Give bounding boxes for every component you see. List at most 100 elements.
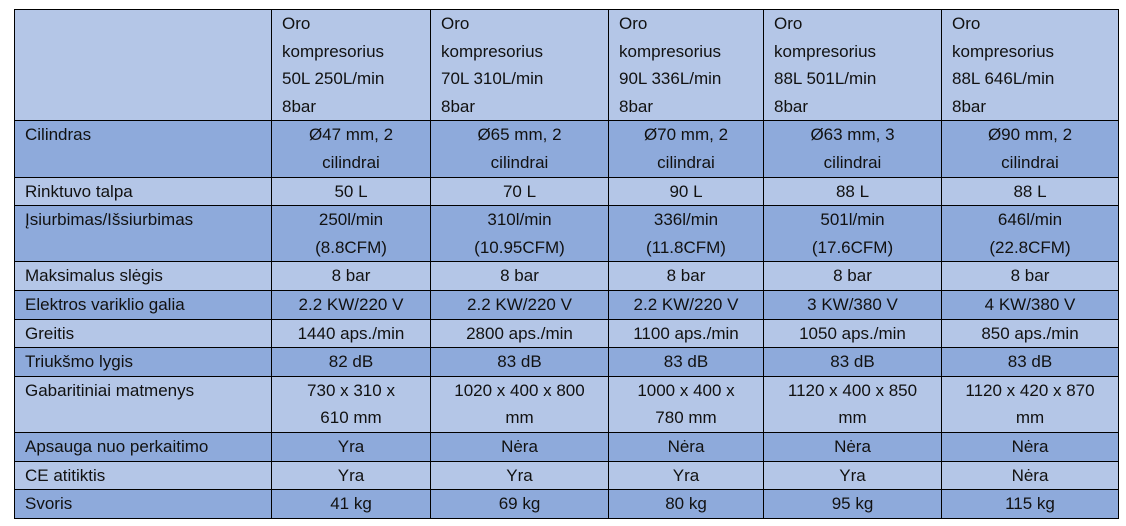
cell: 83 dB (763, 347, 942, 377)
cell: 70 L (430, 176, 609, 207)
cell-line: kompresorius (952, 41, 1055, 61)
row-label: Cilindras (14, 120, 272, 178)
cell: 1440 aps./min (271, 318, 431, 349)
cell: 8 bar (941, 261, 1119, 291)
cell: 50 L (271, 176, 431, 207)
cell: 2.2 KW/220 V (271, 289, 431, 320)
cell-line: (8.8CFM) (315, 237, 387, 257)
cell: Oro kompresorius 90L 336L/min 8bar (608, 8, 764, 122)
cell-line: cilindrai (490, 152, 549, 172)
row-label: Triukšmo lygis (14, 347, 272, 377)
cell-line: 780 mm (655, 408, 717, 428)
cell-line: mm (505, 408, 534, 428)
cell-line: Ø90 mm, 2 (987, 125, 1073, 145)
cell: 80 kg (608, 489, 764, 519)
table-row: Greitis 1440 aps./min 2800 aps./min 1100 ap… (14, 318, 1119, 349)
cell: Nėra (763, 431, 942, 462)
cell: 1000 x 400 x 780 mm (608, 375, 764, 433)
row-label: Rinktuvo talpa (14, 176, 272, 207)
cell: 8 bar (430, 261, 609, 291)
cell-line: Ø47 mm, 2 (308, 125, 394, 145)
cell: 8 bar (271, 261, 431, 291)
cell-line: mm (1015, 408, 1045, 428)
cell-line: 8bar (619, 96, 654, 116)
cell-line: mm (838, 408, 867, 428)
cell-line: 70L 310L/min (441, 69, 544, 89)
cell: 1050 aps./min (763, 318, 942, 349)
row-label: CE atitiktis (14, 460, 272, 491)
row-label: Apsauga nuo perkaitimo (14, 431, 272, 462)
cell: Ø90 mm, 2 cilindrai (941, 120, 1119, 178)
cell-line: 730 x 310 x (307, 380, 395, 400)
table-row: Triukšmo lygis 82 dB 83 dB 83 dB 83 dB 83 dB (14, 347, 1119, 377)
cell-line: 50L 250L/min (282, 69, 385, 89)
cell: 1100 aps./min (608, 318, 764, 349)
cell-line: kompresorius (441, 41, 544, 61)
cell: 501l/min (17.6CFM) (763, 205, 942, 263)
header-row: Oro kompresorius 50L 250L/min 8bar Oro kompre… (14, 8, 1119, 122)
cell: 646l/min (22.8CFM) (941, 205, 1119, 263)
cell: 3 KW/380 V (763, 289, 942, 320)
row-label: Įsiurbimas/Išsiurbimas (14, 205, 272, 263)
cell: 83 dB (941, 347, 1119, 377)
cell: Ø70 mm, 2 cilindrai (608, 120, 764, 178)
cell-line: (10.95CFM) (474, 237, 565, 257)
cell-line: Oro (282, 14, 311, 33)
cell-line: cilindrai (657, 152, 715, 172)
row-label: Gabaritiniai matmenys (14, 375, 272, 433)
cell: Nėra (941, 460, 1119, 491)
cell-line: 1120 x 420 x 870 (965, 380, 1095, 400)
cell: 730 x 310 x 610 mm (271, 375, 431, 433)
cell-line: (17.6CFM) (811, 237, 894, 257)
cell: Nėra (608, 431, 764, 462)
cell-line: 310l/min (487, 210, 552, 230)
cell: 83 dB (430, 347, 609, 377)
cell-line: (22.8CFM) (989, 237, 1071, 257)
cell: Oro kompresorius 88L 646L/min 8bar (941, 8, 1119, 122)
cell: 310l/min (10.95CFM) (430, 205, 609, 263)
cell: Yra (763, 460, 942, 491)
cell: 88 L (941, 176, 1119, 207)
cell: 4 KW/380 V (941, 289, 1119, 320)
cell-line: (11.8CFM) (646, 237, 726, 257)
row-label: Svoris (14, 489, 272, 519)
cell-line: cilindrai (1001, 152, 1059, 172)
row-label: Elektros variklio galia (14, 289, 272, 320)
cell: 1020 x 400 x 800 mm (430, 375, 609, 433)
cell: 8 bar (763, 261, 942, 291)
cell-line: cilindrai (322, 152, 380, 172)
spec-table-container: Oro kompresorius 50L 250L/min 8bar Oro kompre… (14, 8, 1119, 519)
cell: Yra (608, 460, 764, 491)
table-row: CE atitiktis Yra Yra Yra Yra Nėra (14, 460, 1119, 491)
cell-line: kompresorius (774, 41, 877, 61)
cell-line: 610 mm (320, 408, 382, 428)
cell: Oro kompresorius 88L 501L/min 8bar (763, 8, 942, 122)
cell: 250l/min (8.8CFM) (271, 205, 431, 263)
cell-line: Oro (441, 14, 470, 33)
cell: 2.2 KW/220 V (430, 289, 609, 320)
cell: Yra (271, 431, 431, 462)
table-row: Įsiurbimas/Išsiurbimas 250l/min (8.8CFM) 31… (14, 205, 1119, 263)
cell-line: Ø63 mm, 3 (810, 125, 895, 145)
cell-line: Oro (952, 14, 981, 33)
cell: 1120 x 400 x 850 mm (763, 375, 942, 433)
row-label (14, 8, 272, 122)
cell-line: cilindrai (823, 152, 882, 172)
table-row: Maksimalus slėgis 8 bar 8 bar 8 bar 8 bar 8 b… (14, 261, 1119, 291)
cell: Ø47 mm, 2 cilindrai (271, 120, 431, 178)
row-label: Greitis (14, 318, 272, 349)
cell: Yra (430, 460, 609, 491)
cell: 90 L (608, 176, 764, 207)
cell-line: 1020 x 400 x 800 (454, 380, 585, 400)
table-row: Svoris 41 kg 69 kg 80 kg 95 kg 115 kg (14, 489, 1119, 519)
cell: 69 kg (430, 489, 609, 519)
cell-line: kompresorius (282, 41, 385, 61)
cell: 850 aps./min (941, 318, 1119, 349)
row-label: Maksimalus slėgis (14, 261, 272, 291)
table-row: Elektros variklio galia 2.2 KW/220 V 2.2 K… (14, 289, 1119, 320)
cell: 82 dB (271, 347, 431, 377)
cell-line: 8bar (282, 96, 317, 116)
cell: 2.2 KW/220 V (608, 289, 764, 320)
table-body: Oro kompresorius 50L 250L/min 8bar Oro kompre… (14, 8, 1119, 519)
cell-line: 336l/min (653, 210, 719, 230)
